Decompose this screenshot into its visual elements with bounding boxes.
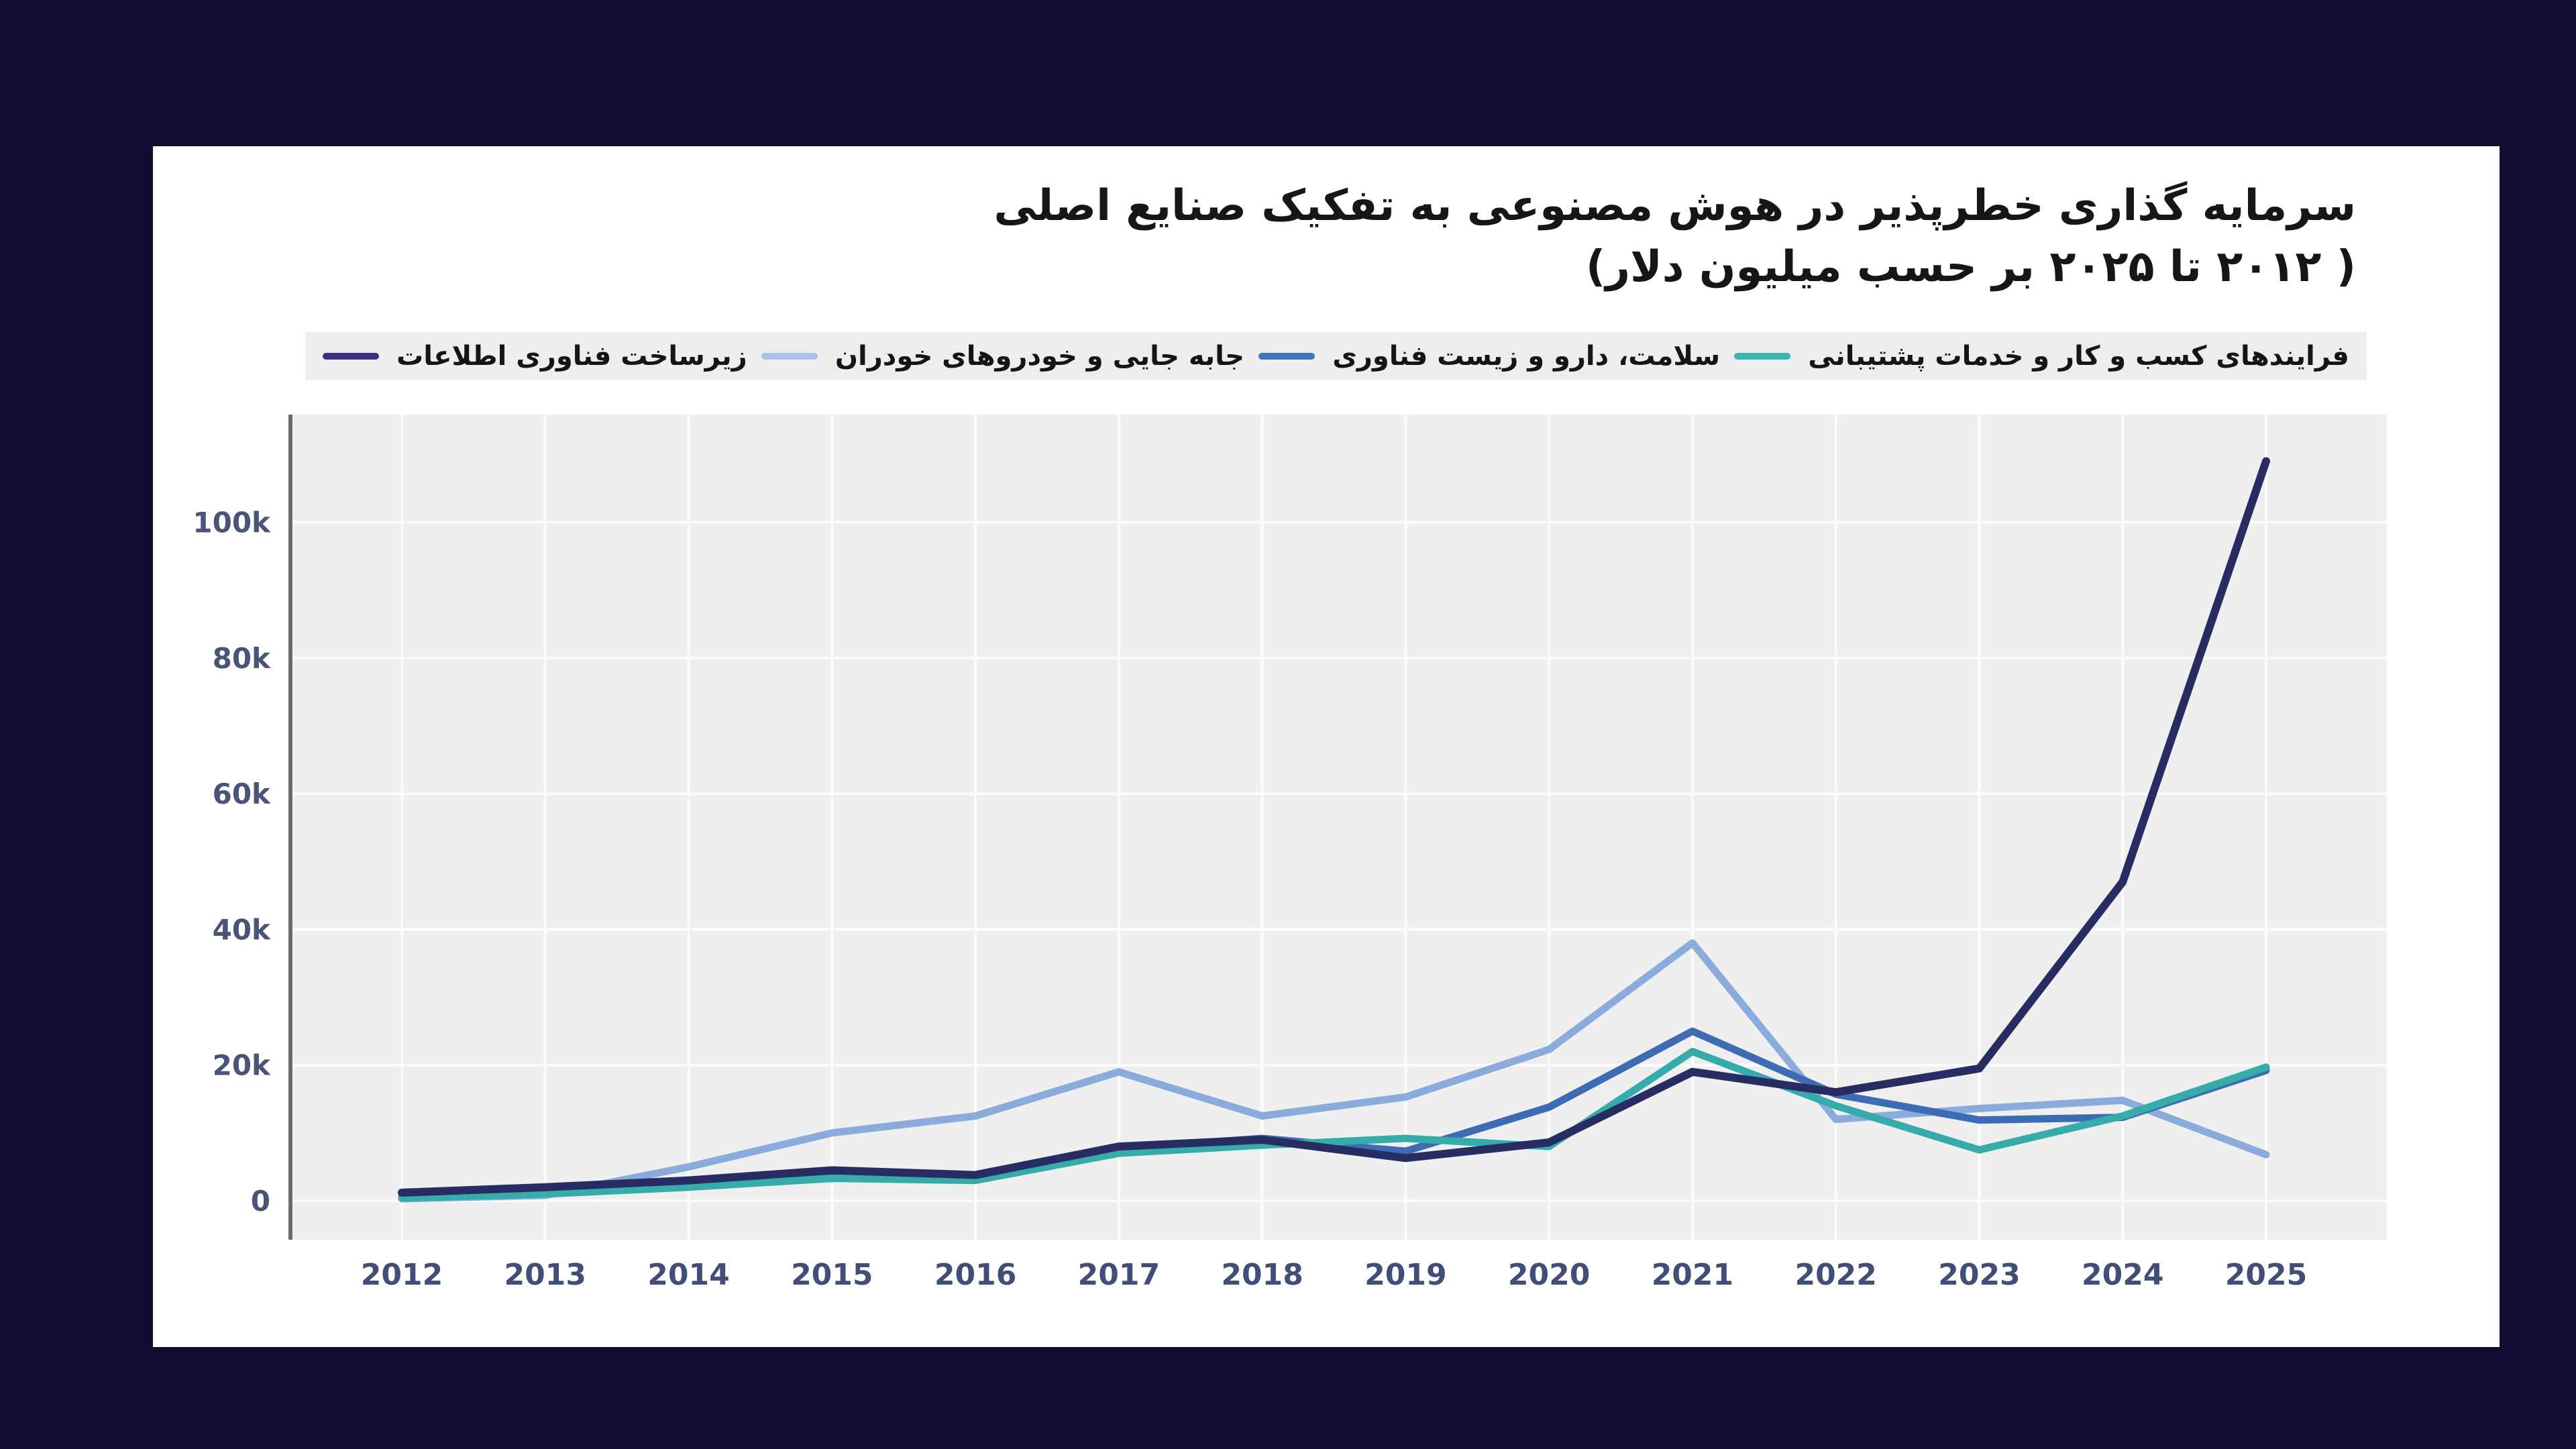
legend-swatch-icon [1734, 353, 1791, 360]
y-tick-label: 60k [213, 777, 271, 810]
legend-item-label: فرایندهای کسب و کار و خدمات پشتیبانی [1808, 341, 2349, 372]
chart-card: سرمایه گذاری خطرپذیر در هوش مصنوعی به تف… [153, 146, 2500, 1347]
x-tick-label: 2017 [1078, 1258, 1160, 1292]
x-tick-label: 2023 [1938, 1258, 2020, 1292]
y-tick-label: 0 [251, 1185, 270, 1218]
series-line-3 [398, 1047, 2270, 1202]
y-tick-label: 40k [213, 913, 271, 946]
x-tick-label: 2012 [361, 1258, 443, 1292]
legend-item-1[interactable]: جابه جایی و خودروهای خودران [761, 341, 1244, 372]
x-tick-label: 2022 [1794, 1258, 1876, 1292]
chart-title: سرمایه گذاری خطرپذیر در هوش مصنوعی به تف… [994, 176, 2356, 298]
x-tick-label: 2024 [2082, 1258, 2163, 1292]
legend-swatch-icon [323, 353, 379, 360]
x-tick-label: 2020 [1508, 1258, 1590, 1292]
legend-item-2[interactable]: سلامت، دارو و زیست فناوری [1258, 341, 1720, 372]
series-line-1 [398, 939, 2270, 1203]
x-tick-label: 2025 [2225, 1258, 2307, 1292]
x-tick-label: 2016 [934, 1258, 1016, 1292]
x-tick-label: 2018 [1221, 1258, 1303, 1292]
x-tick-label: 2015 [791, 1258, 873, 1292]
legend-item-label: زیرساخت فناوری اطلاعات [396, 341, 747, 372]
series-line-0 [398, 457, 2271, 1197]
legend-item-label: جابه جایی و خودروهای خودران [835, 341, 1244, 372]
y-tick-label: 20k [213, 1049, 271, 1082]
x-tick-label: 2019 [1364, 1258, 1446, 1292]
legend-item-0[interactable]: زیرساخت فناوری اطلاعات [323, 341, 747, 372]
chart-title-line2: ( ۲۰۱۲ تا ۲۰۲۵ بر حسب میلیون دلار) [1586, 241, 2356, 292]
legend-swatch-icon [761, 353, 818, 360]
ai-vc-investment-line-chart: 0 20k 40k 60k 80k 100k 2012 2013 2014 2015 2016 201… [193, 415, 2387, 1292]
chart-title-line1: سرمایه گذاری خطرپذیر در هوش مصنوعی به تف… [994, 181, 2356, 231]
x-tick-label: 2013 [504, 1258, 586, 1292]
x-tick-label: 2021 [1652, 1258, 1733, 1292]
x-tick-label: 2014 [647, 1258, 729, 1292]
legend-item-label: سلامت، دارو و زیست فناوری [1332, 341, 1721, 372]
legend-item-3[interactable]: فرایندهای کسب و کار و خدمات پشتیبانی [1734, 341, 2349, 372]
y-tick-label: 100k [193, 506, 271, 539]
legend-swatch-icon [1258, 353, 1316, 360]
y-tick-label: 80k [213, 642, 271, 675]
chart-legend: زیرساخت فناوری اطلاعات جابه جایی و خودروه… [305, 332, 2367, 380]
